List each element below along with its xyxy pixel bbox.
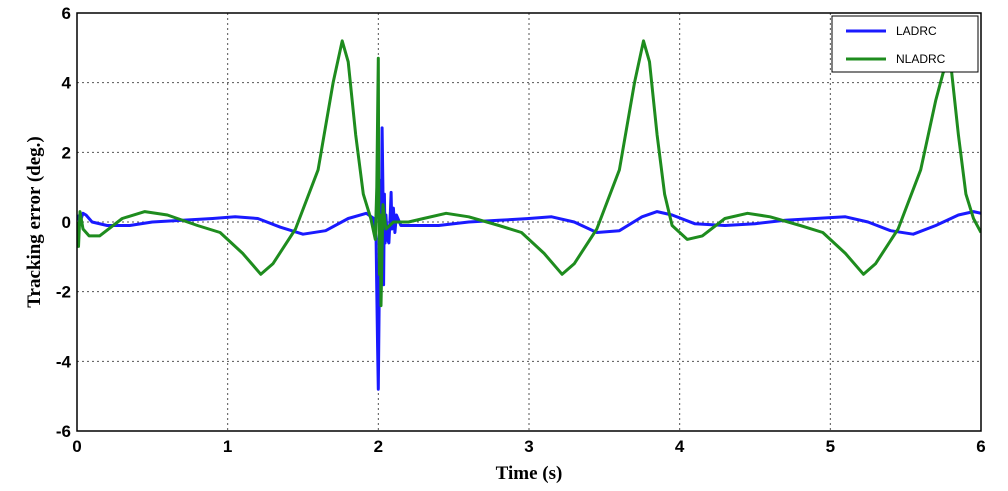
y-tick-label: 4 xyxy=(62,74,72,93)
x-tick-label: 5 xyxy=(826,437,835,456)
y-axis-label: Tracking error (deg.) xyxy=(24,136,45,308)
y-tick-label: -6 xyxy=(56,422,71,441)
x-tick-label: 3 xyxy=(524,437,533,456)
series-line-ladrc xyxy=(77,126,981,391)
x-tick-label: 1 xyxy=(223,437,232,456)
ticks: 0 1 2 3 4 5 6 -6 -4 -2 0 2 4 6 xyxy=(56,4,986,456)
x-tick-label: 0 xyxy=(72,437,81,456)
legend-label-ladrc: LADRC xyxy=(896,24,937,38)
grid xyxy=(77,13,981,431)
y-tick-label: -4 xyxy=(56,352,72,371)
legend-label-nladrc: NLADRC xyxy=(896,52,946,66)
legend-box xyxy=(831,15,979,73)
x-tick-label: 6 xyxy=(976,437,985,456)
x-tick-label: 4 xyxy=(675,437,685,456)
series-layer xyxy=(77,39,981,391)
legend: LADRC NLADRC xyxy=(831,15,979,73)
x-tick-label: 2 xyxy=(374,437,383,456)
x-axis-label: Time (s) xyxy=(496,463,563,484)
y-tick-label: 6 xyxy=(62,4,71,23)
y-tick-label: 2 xyxy=(62,143,71,162)
series-line-nladrc xyxy=(77,39,981,308)
y-tick-label: 0 xyxy=(62,213,71,232)
y-tick-label: -2 xyxy=(56,283,71,302)
plot-frame xyxy=(76,12,982,432)
